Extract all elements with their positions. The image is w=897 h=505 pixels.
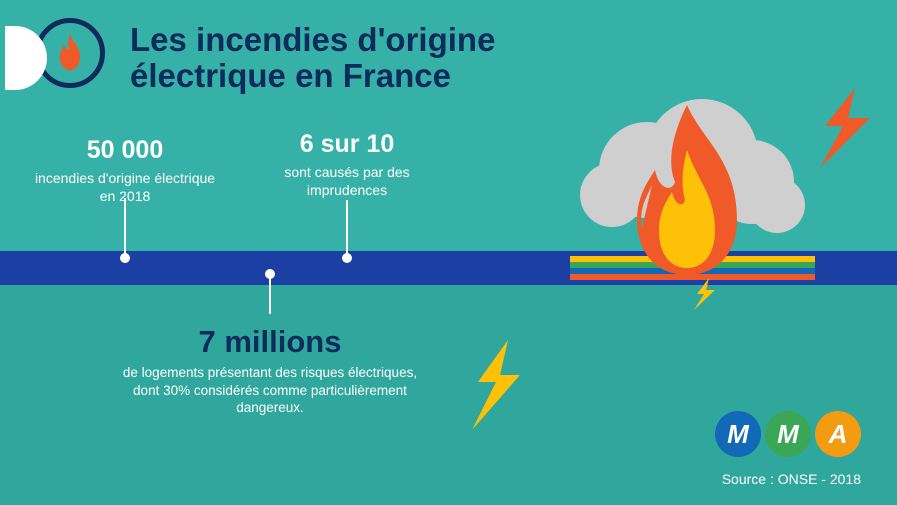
title-line-1: Les incendies d'origine <box>130 22 495 58</box>
mma-logo: M M A <box>715 411 861 457</box>
page-title: Les incendies d'origine électrique en Fr… <box>130 22 495 95</box>
stat-housing-risk: 7 millions de logements présentant des r… <box>120 324 420 417</box>
stat-fires-count: 50 000 incendies d'origine électrique en… <box>30 136 220 205</box>
infographic-root: Les incendies d'origine électrique en Fr… <box>0 0 897 505</box>
stat-desc: sont causés par des imprudences <box>262 163 432 199</box>
stat-value: 50 000 <box>30 136 220 165</box>
fire-illustration <box>537 90 837 310</box>
stat-value: 6 sur 10 <box>262 130 432 159</box>
fire-icon <box>53 33 87 73</box>
stat-caused-by-imprudence: 6 sur 10 sont causés par des imprudences <box>262 130 432 199</box>
connector-line <box>124 198 126 258</box>
logo-letter-a: A <box>815 411 861 457</box>
logo-letter-m: M <box>765 411 811 457</box>
bolt-icon <box>470 340 525 430</box>
fire-icon-badge <box>35 18 105 88</box>
source-text: Source : ONSE - 2018 <box>722 471 861 487</box>
title-line-2: électrique en France <box>130 58 495 94</box>
connector-line <box>269 274 271 314</box>
stat-value: 7 millions <box>120 324 420 360</box>
connector-line <box>346 200 348 258</box>
bolt-icon <box>693 278 717 310</box>
logo-letter-m: M <box>715 411 761 457</box>
bolt-icon <box>815 88 875 168</box>
stat-desc: de logements présentant des risques élec… <box>120 364 420 417</box>
